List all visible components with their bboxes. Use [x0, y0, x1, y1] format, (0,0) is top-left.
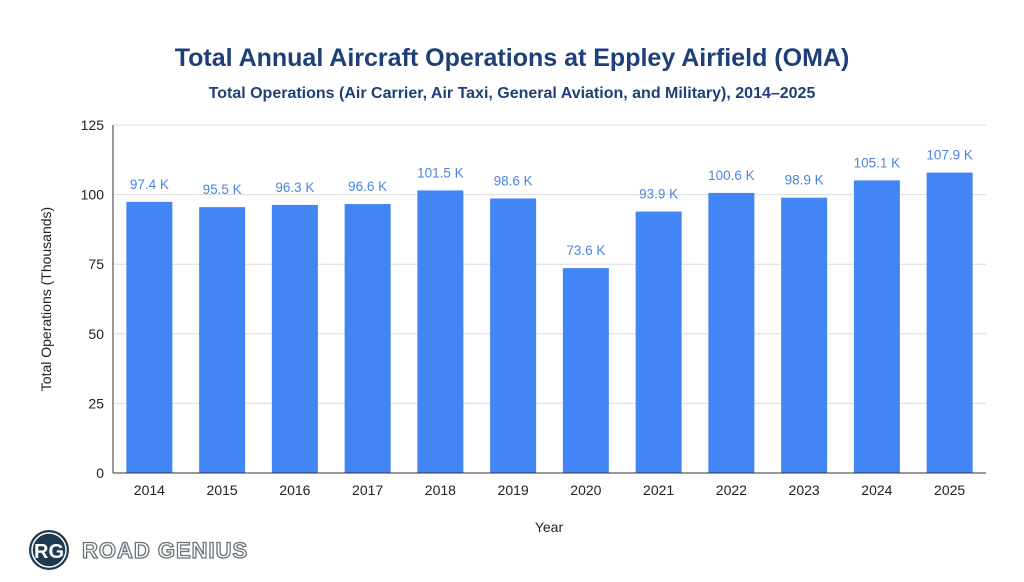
bar-2021 — [635, 211, 682, 473]
data-label-2015: 95.5 K — [203, 182, 242, 197]
x-tick-label-2021: 2021 — [643, 482, 674, 498]
y-axis-ticks: 0 25 50 75 100 125 — [81, 117, 105, 481]
bar-2016 — [271, 204, 318, 473]
logo-initials: RG — [34, 541, 64, 563]
x-tick-label-2022: 2022 — [716, 482, 747, 498]
x-tick-label-2023: 2023 — [789, 482, 820, 498]
x-tick-label-2017: 2017 — [352, 482, 383, 498]
x-tick-label-2016: 2016 — [279, 482, 310, 498]
data-label-2014: 97.4 K — [130, 177, 169, 192]
x-axis-ticks: 2014 2015 2016 2017 2018 2019 2020 2021 2022 2023… — [134, 482, 966, 498]
data-label-2021: 93.9 K — [639, 187, 678, 202]
x-axis-title: Year — [535, 519, 564, 535]
road-genius-logo: RG ROAD GENIUS — [29, 530, 248, 570]
y-tick-label: 75 — [88, 256, 104, 272]
bar-2022 — [708, 192, 755, 473]
y-tick-label: 25 — [88, 395, 104, 411]
data-label-2017: 96.6 K — [348, 179, 387, 194]
x-tick-label-2014: 2014 — [134, 482, 165, 498]
x-tick-label-2024: 2024 — [861, 482, 892, 498]
bar-2018 — [417, 190, 464, 473]
data-labels: 97.4 K 95.5 K 96.3 K 96.6 K 101.5 K 98.6 K 73.… — [130, 148, 973, 258]
data-label-2018: 101.5 K — [417, 165, 464, 180]
data-label-2020: 73.6 K — [566, 243, 605, 258]
bar-2020 — [562, 268, 609, 473]
bar-2025 — [926, 172, 973, 474]
data-label-2019: 98.6 K — [494, 173, 533, 188]
bar-2017 — [344, 204, 391, 473]
bar-2023 — [781, 197, 828, 473]
data-label-2016: 96.3 K — [275, 180, 314, 195]
bar-2015 — [199, 207, 246, 474]
bars — [126, 172, 973, 474]
data-label-2024: 105.1 K — [854, 155, 901, 170]
chart-subtitle: Total Operations (Air Carrier, Air Taxi,… — [209, 85, 816, 102]
logo-name: ROAD GENIUS — [82, 538, 248, 563]
x-tick-label-2019: 2019 — [498, 482, 529, 498]
bar-2019 — [490, 198, 537, 473]
bar-2014 — [126, 201, 173, 474]
y-tick-label: 0 — [96, 465, 104, 481]
data-label-2023: 98.9 K — [785, 173, 824, 188]
y-tick-label: 100 — [81, 187, 105, 203]
y-axis-title: Total Operations (Thousands) — [38, 207, 54, 391]
gridlines — [113, 124, 986, 404]
x-tick-label-2018: 2018 — [425, 482, 456, 498]
x-tick-label-2020: 2020 — [570, 482, 601, 498]
x-tick-label-2015: 2015 — [207, 482, 238, 498]
chart-title: Total Annual Aircraft Operations at Eppl… — [175, 44, 850, 72]
bar-2024 — [853, 180, 900, 473]
logo-badge — [29, 530, 69, 570]
data-label-2022: 100.6 K — [708, 168, 755, 183]
data-label-2025: 107.9 K — [926, 148, 973, 163]
y-tick-label: 50 — [88, 326, 104, 342]
y-tick-label: 125 — [81, 117, 105, 133]
x-tick-label-2025: 2025 — [934, 482, 965, 498]
